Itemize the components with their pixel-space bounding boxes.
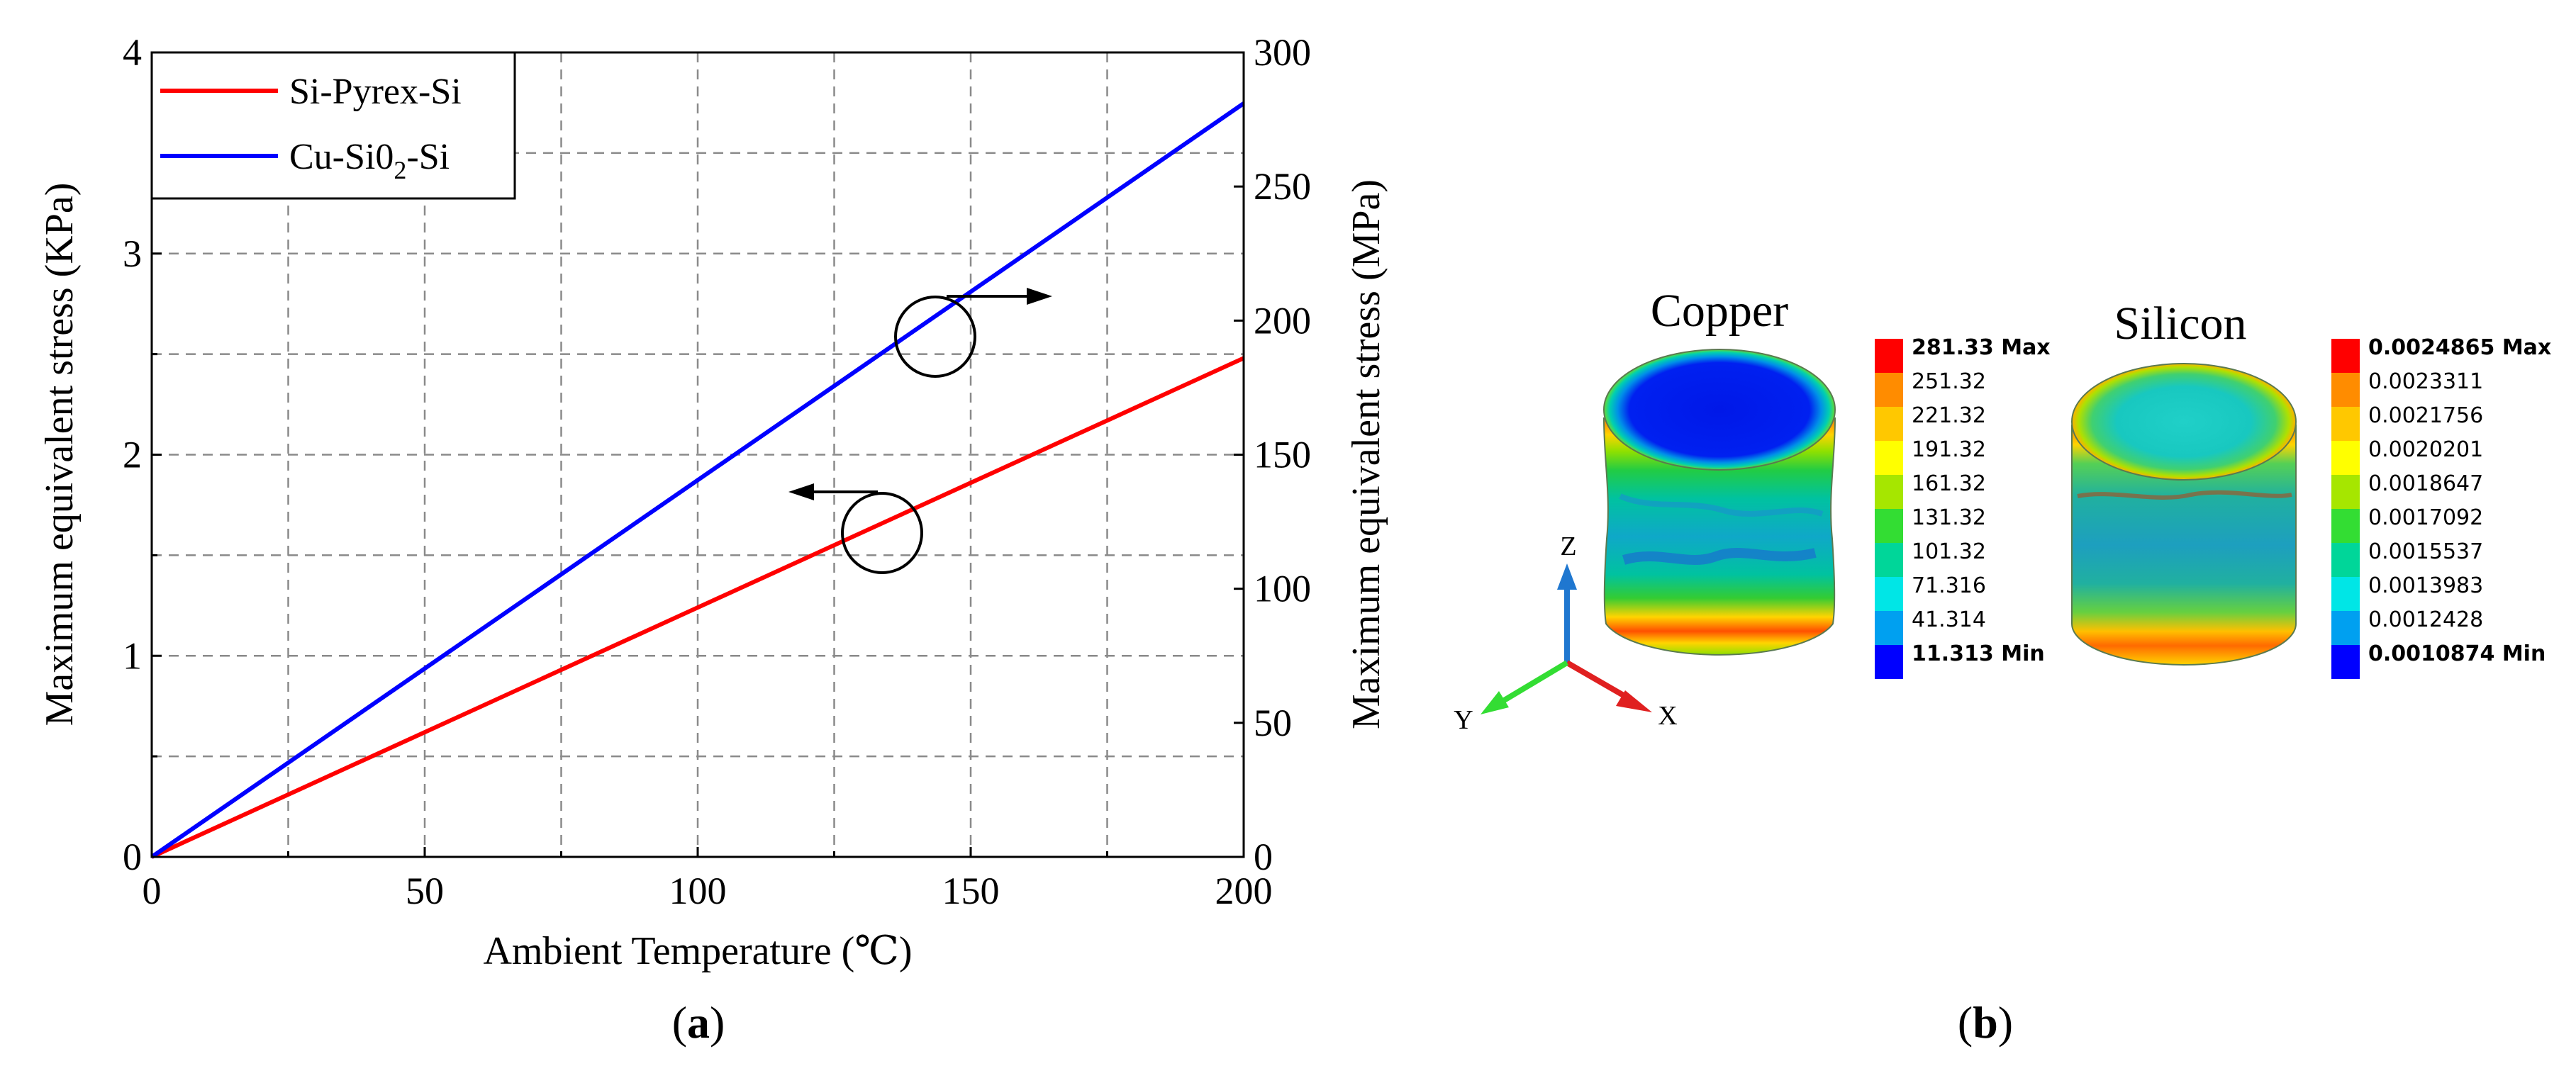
copper-color-legend: 281.33 Max 251.32 221.32 191.32 161.32 131.32… — [1875, 335, 2051, 679]
left-axis-ticks: 0 1 2 3 4 — [123, 31, 162, 878]
right-tick-label: 0 — [1254, 836, 1273, 878]
copper-legend-swatch — [1875, 441, 1903, 475]
copper-cylinder-contour — [1602, 349, 1836, 656]
copper-legend-label: 191.32 — [1912, 437, 1986, 462]
arrow-right-icon — [1027, 288, 1052, 305]
left-tick-label: 3 — [123, 232, 142, 275]
arrow-left-icon — [788, 483, 814, 500]
coordinate-triad: Z Y X — [1454, 532, 1677, 735]
x-axis-arrow — [1565, 660, 1633, 702]
silicon-legend-swatch — [2331, 543, 2360, 577]
y-axis-arrow — [1500, 660, 1569, 705]
z-arrow-icon — [1557, 563, 1577, 590]
grid — [152, 52, 1244, 857]
annotation-circle-blue — [894, 296, 976, 378]
copper-legend-label: 281.33 Max — [1912, 335, 2051, 360]
copper-legend-label: 11.313 Min — [1912, 641, 2045, 666]
series-line-1 — [150, 101, 1245, 859]
silicon-legend-label: 0.0023311 — [2368, 369, 2483, 394]
right-axis-ticks: 0 50 100 150 200 250 300 — [1234, 31, 1311, 878]
series-line-0 — [150, 356, 1245, 859]
silicon-legend-label: 0.0021756 — [2368, 403, 2483, 428]
silicon-legend-label: 0.0012428 — [2368, 607, 2483, 632]
right-tick-label: 300 — [1254, 31, 1311, 74]
annotation-red-to-left-axis — [788, 483, 923, 574]
right-tick-label: 100 — [1254, 568, 1311, 610]
silicon-legend-label: 0.0017092 — [2368, 505, 2483, 530]
silicon-legend-label: 0.0015537 — [2368, 539, 2483, 564]
copper-legend-swatch — [1875, 577, 1903, 611]
legend-box — [150, 51, 516, 200]
copper-legend-label: 101.32 — [1912, 539, 1986, 564]
x-tick-label: 0 — [143, 870, 162, 912]
x-axis-label: Ambient Temperature (℃) — [483, 929, 912, 973]
copper-legend-swatch — [1875, 373, 1903, 407]
x-axis-label-triad: X — [1658, 701, 1677, 731]
right-tick-label: 150 — [1254, 434, 1311, 476]
silicon-legend-swatch — [2331, 407, 2360, 441]
y2-axis-label: Maximum equivalent stress (MPa) — [1344, 179, 1388, 729]
y-axis-label: Maximum equivalent stress (KPa) — [38, 183, 82, 726]
right-tick-label: 200 — [1254, 299, 1311, 342]
z-axis-label: Z — [1560, 532, 1576, 561]
copper-legend-label: 251.32 — [1912, 369, 1986, 394]
x-tick-label: 100 — [669, 870, 727, 912]
silicon-cylinder-contour — [2071, 363, 2297, 666]
silicon-legend-swatch — [2331, 339, 2360, 373]
silicon-title: Silicon — [2114, 298, 2246, 349]
silicon-legend-swatch — [2331, 611, 2360, 645]
right-tick-label: 250 — [1254, 165, 1311, 208]
silicon-legend-label: 0.0024865 Max — [2368, 335, 2551, 360]
copper-legend-label: 71.316 — [1912, 573, 1986, 598]
x-tick-label: 150 — [942, 870, 1000, 912]
left-tick-label: 1 — [123, 634, 142, 677]
copper-legend-label: 41.314 — [1912, 607, 1986, 632]
legend-label-si-pyrex-si: Si-Pyrex-Si — [289, 72, 462, 112]
silicon-legend-swatch — [2331, 441, 2360, 475]
left-tick-label: 4 — [123, 31, 142, 74]
silicon-legend-swatch — [2331, 645, 2360, 679]
y-arrow-icon — [1481, 691, 1509, 714]
copper-legend-swatch — [1875, 509, 1903, 543]
panel-label-a: (a) — [672, 997, 725, 1048]
copper-legend-swatch — [1875, 543, 1903, 577]
silicon-color-legend: 0.0024865 Max 0.0023311 0.0021756 0.0020201… — [2331, 335, 2551, 679]
x-tick-label: 200 — [1215, 870, 1273, 912]
x-tick-label: 50 — [406, 870, 444, 912]
series-layer — [150, 101, 1245, 859]
panel-label-b: (b) — [1958, 997, 2013, 1048]
legend: Si-Pyrex-Si Cu-Si02-Si — [150, 51, 516, 200]
copper-legend-label: 221.32 — [1912, 403, 1986, 428]
panel-b: Copper Silicon 281.33 Max 251.32 221.32 191… — [1454, 285, 2551, 1048]
copper-legend-swatch — [1875, 475, 1903, 509]
copper-legend-swatch — [1875, 645, 1903, 679]
chart-a: 0 1 2 3 4 0 50 100 150 200 250 300 0 50 100 150 200 Am… — [38, 31, 1388, 1048]
left-tick-label: 0 — [123, 836, 142, 878]
copper-title: Copper — [1651, 285, 1788, 337]
silicon-legend-label: 0.0010874 Min — [2368, 641, 2546, 666]
annotation-blue-to-right-axis — [894, 288, 1052, 378]
silicon-legend-swatch — [2331, 475, 2360, 509]
x-arrow-icon — [1616, 690, 1652, 712]
silicon-legend-swatch — [2331, 577, 2360, 611]
copper-legend-label: 161.32 — [1912, 471, 1986, 496]
y-axis-label-triad: Y — [1454, 705, 1473, 735]
left-tick-label: 2 — [123, 434, 142, 476]
silicon-legend-label: 0.0013983 — [2368, 573, 2483, 598]
copper-legend-swatch — [1875, 407, 1903, 441]
silicon-legend-swatch — [2331, 373, 2360, 407]
annotation-circle-red — [841, 492, 923, 574]
copper-legend-swatch — [1875, 339, 1903, 373]
silicon-legend-swatch — [2331, 509, 2360, 543]
right-tick-label: 50 — [1254, 702, 1292, 744]
x-axis-ticks: 0 50 100 150 200 — [143, 847, 1273, 912]
silicon-legend-label: 0.0020201 — [2368, 437, 2483, 462]
copper-legend-swatch — [1875, 611, 1903, 645]
copper-legend-label: 131.32 — [1912, 505, 1986, 530]
legend-label-cu-sio2-si: Cu-Si02-Si — [289, 137, 450, 184]
silicon-legend-label: 0.0018647 — [2368, 471, 2483, 496]
